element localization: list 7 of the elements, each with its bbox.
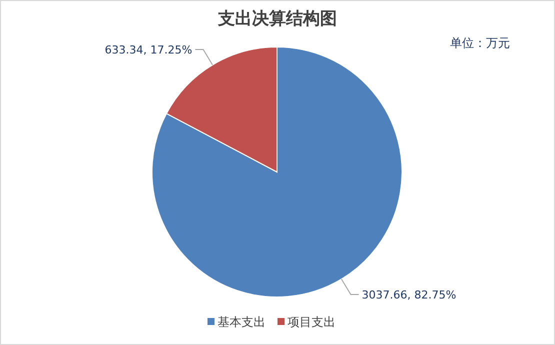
slice: 633.34, 17.25% — [104, 44, 278, 172]
text: 单位：万元 — [450, 36, 510, 50]
data-label: 633.34, 17.25% — [104, 43, 192, 56]
chart-title: 支出决算结构图 — [217, 9, 337, 29]
legend-label: 基本支出 — [218, 315, 266, 329]
legend-label: 项目支出 — [288, 315, 336, 329]
data-label: 3037.66, 82.75% — [362, 288, 456, 302]
